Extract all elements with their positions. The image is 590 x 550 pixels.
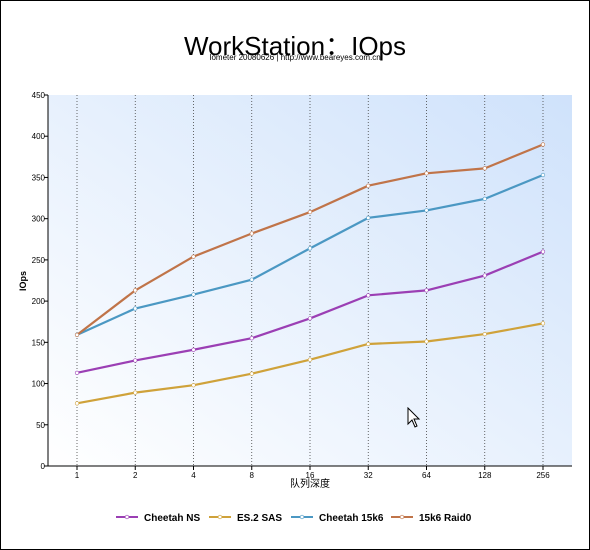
data-point [191, 254, 196, 259]
data-point [424, 171, 429, 176]
data-point [540, 249, 546, 254]
x-axis-title: 队列深度 [290, 477, 330, 490]
x-tick-label-32: 32 [364, 471, 373, 480]
data-point [74, 332, 80, 338]
data-point [482, 331, 487, 337]
data-point [249, 231, 254, 236]
mouse-cursor-icon [407, 407, 421, 428]
data-point [307, 246, 313, 251]
x-tick-label-1: 1 [75, 471, 80, 480]
x-tick-label-8: 8 [250, 471, 255, 480]
chart-subtitle: Iometer 20080626 | http://www.beareyes.c… [209, 53, 381, 62]
y-tick-label-400: 400 [32, 132, 46, 141]
data-point [249, 371, 254, 376]
y-tick-label-0: 0 [41, 462, 46, 471]
y-tick-label-450: 450 [32, 91, 46, 100]
data-point [424, 208, 429, 213]
series-cheetah-ns [74, 249, 546, 375]
data-point [424, 339, 429, 344]
legend-marker [299, 514, 305, 520]
y-tick-label-300: 300 [32, 215, 46, 224]
data-point [249, 277, 254, 282]
legend-label: Cheetah 15k6 [319, 513, 384, 524]
x-tick-label-128: 128 [478, 471, 492, 480]
x-tick-label-16: 16 [306, 471, 315, 480]
legend-item-15k6-raid0: 15k6 Raid0 [391, 513, 472, 524]
y-tick-label-150: 150 [32, 338, 46, 347]
data-point [540, 321, 546, 326]
legend-label: Cheetah NS [144, 513, 200, 524]
data-point [191, 292, 196, 297]
legend-marker [217, 514, 223, 520]
y-tick-label-250: 250 [32, 256, 46, 265]
series-15k6-raid0 [74, 142, 546, 338]
data-point [482, 166, 487, 171]
data-point [307, 316, 313, 321]
x-tick-label-256: 256 [536, 471, 550, 480]
legend-item-es-2-sas: ES.2 SAS [209, 513, 282, 524]
data-point [366, 293, 371, 298]
data-point [191, 347, 196, 352]
data-point [424, 288, 429, 293]
data-point [366, 183, 371, 188]
data-point [540, 142, 546, 147]
series-es-2-sas [74, 321, 546, 406]
x-tick-label-2: 2 [133, 471, 138, 480]
y-tick-label-50: 50 [36, 421, 45, 430]
x-tick-label-64: 64 [422, 471, 431, 480]
data-point [540, 172, 546, 178]
data-point [74, 401, 80, 406]
chart-title: WorkStation：IOps [183, 31, 407, 61]
data-point [133, 358, 138, 363]
data-point [482, 196, 487, 201]
legend-label: ES.2 SAS [237, 513, 282, 524]
data-point [191, 383, 196, 388]
data-point [307, 357, 313, 362]
data-point [133, 288, 138, 293]
data-point [133, 390, 138, 395]
data-point [366, 341, 371, 347]
legend: Cheetah NS ES.2 SAS Cheetah 15k6 15k6 Raid0 [116, 513, 472, 524]
y-tick-label-100: 100 [32, 380, 46, 389]
legend-item-cheetah-15k6: Cheetah 15k6 [291, 513, 384, 524]
x-tick-label-4: 4 [191, 471, 196, 480]
y-tick-label-350: 350 [32, 173, 46, 182]
data-point [307, 209, 313, 215]
legend-label: 15k6 Raid0 [419, 513, 472, 524]
data-point [74, 370, 80, 375]
data-point [133, 306, 138, 311]
y-tick-label-200: 200 [32, 297, 46, 306]
data-point [249, 336, 254, 341]
legend-marker [124, 514, 130, 520]
data-point [366, 215, 371, 220]
data-point [482, 273, 487, 278]
legend-item-cheetah-ns: Cheetah NS [116, 513, 200, 524]
y-axis-title: IOps [18, 271, 28, 291]
legend-marker [399, 514, 405, 520]
